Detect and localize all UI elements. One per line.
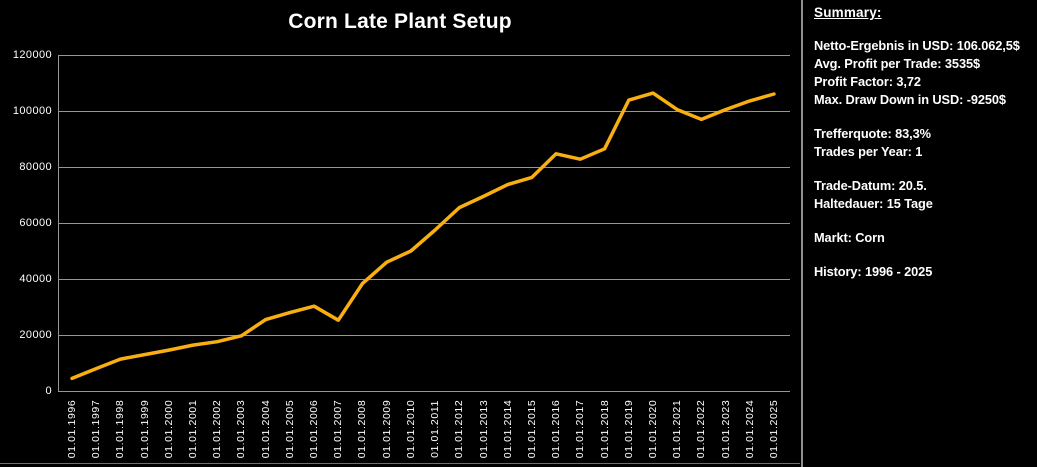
equity-curve-svg <box>70 91 776 381</box>
y-axis-label: 0 <box>45 384 52 397</box>
equity-curve-line <box>70 91 776 381</box>
y-axis-label: 60000 <box>19 216 52 229</box>
summary-line: Avg. Profit per Trade: 3535$ <box>814 56 980 71</box>
summary-content: Netto-Ergebnis in USD: 106.062,5$ Avg. Pr… <box>814 37 1033 281</box>
panel-divider <box>801 0 803 467</box>
summary-line: Trades per Year: 1 <box>814 144 923 159</box>
y-axis-label: 80000 <box>19 160 52 173</box>
gridline-100000 <box>58 110 790 112</box>
gridline-0 <box>58 390 790 392</box>
summary-line: History: 1996 - 2025 <box>814 264 933 279</box>
summary-line: Haltedauer: 15 Tage <box>814 196 933 211</box>
summary-group-2: Trefferquote: 83,3% Trades per Year: 1 <box>814 125 1033 161</box>
y-axis-label: 100000 <box>12 104 52 117</box>
summary-line: Netto-Ergebnis in USD: 106.062,5$ <box>814 38 1020 53</box>
y-axis-label: 120000 <box>12 48 52 61</box>
summary-group-5: History: 1996 - 2025 <box>814 263 1033 281</box>
y-axis-line <box>58 55 59 391</box>
summary-line: Profit Factor: 3,72 <box>814 74 921 89</box>
chart-title: Corn Late Plant Setup <box>288 10 512 33</box>
summary-line: Max. Draw Down in USD: -9250$ <box>814 92 1006 107</box>
summary-line: Trade-Datum: 20.5. <box>814 178 927 193</box>
summary-line: Markt: Corn <box>814 230 885 245</box>
summary-panel: Summary: Netto-Ergebnis in USD: 106.062,… <box>803 0 1037 467</box>
gridline-40000 <box>58 278 790 280</box>
gridline-120000 <box>58 54 790 56</box>
summary-line: Trefferquote: 83,3% <box>814 126 931 141</box>
chart-bottom-border <box>0 463 800 464</box>
summary-group-4: Markt: Corn <box>814 229 1033 247</box>
summary-group-1: Netto-Ergebnis in USD: 106.062,5$ Avg. Pr… <box>814 37 1033 109</box>
summary-group-3: Trade-Datum: 20.5. Haltedauer: 15 Tage <box>814 177 1033 213</box>
gridline-60000 <box>58 222 790 224</box>
summary-title: Summary: <box>814 5 882 20</box>
equity-chart: Corn Late Plant Setup 0 20000 40000 60000 80… <box>0 10 800 464</box>
y-axis-label: 40000 <box>19 272 52 285</box>
gridline-80000 <box>58 166 790 168</box>
y-axis-label: 20000 <box>19 328 52 341</box>
gridline-20000 <box>58 334 790 336</box>
